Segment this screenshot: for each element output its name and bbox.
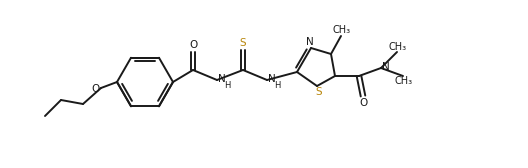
Text: H: H <box>274 80 280 90</box>
Text: S: S <box>316 87 322 97</box>
Text: N: N <box>218 74 226 84</box>
Text: S: S <box>240 38 247 49</box>
Text: N: N <box>268 74 276 84</box>
Text: O: O <box>92 84 100 94</box>
Text: CH₃: CH₃ <box>389 42 407 52</box>
Text: O: O <box>359 98 367 108</box>
Text: CH₃: CH₃ <box>395 76 413 86</box>
Text: O: O <box>189 40 197 51</box>
Text: N: N <box>306 37 314 47</box>
Text: N: N <box>382 62 390 72</box>
Text: H: H <box>224 80 230 90</box>
Text: CH₃: CH₃ <box>333 25 351 35</box>
